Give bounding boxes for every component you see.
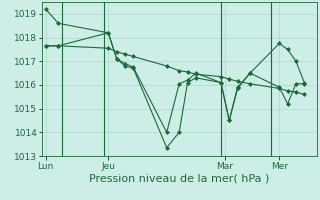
X-axis label: Pression niveau de la mer( hPa ): Pression niveau de la mer( hPa )	[89, 173, 269, 183]
